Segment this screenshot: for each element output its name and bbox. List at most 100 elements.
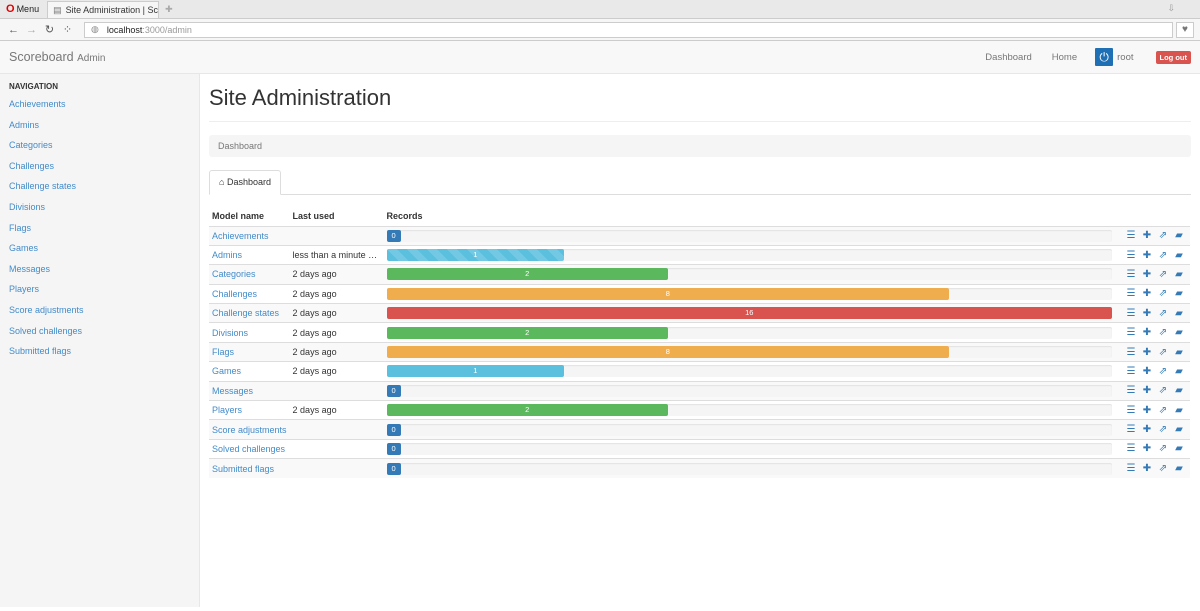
site-info-icon[interactable]: ◍: [91, 24, 99, 34]
sidebar-item-admins[interactable]: Admins: [9, 119, 40, 130]
back-icon[interactable]: ←: [8, 23, 19, 36]
export-icon[interactable]: ⇗: [1158, 365, 1168, 377]
book-icon[interactable]: ▰: [1175, 230, 1183, 242]
sidebar-item-divisions[interactable]: Divisions: [9, 201, 46, 212]
list-icon[interactable]: ☰: [1126, 327, 1136, 339]
plus-icon[interactable]: ✚: [1142, 463, 1152, 475]
export-icon[interactable]: ⇗: [1158, 230, 1168, 242]
book-icon[interactable]: ▰: [1175, 268, 1183, 280]
table-row: Categories 2 days ago 2 ☰ ✚ ⇗ ▰: [209, 264, 1190, 285]
nav-dashboard-link[interactable]: Dashboard: [985, 51, 1032, 63]
bookmark-heart-icon[interactable]: ♥: [1176, 21, 1194, 38]
list-icon[interactable]: ☰: [1126, 268, 1136, 280]
model-link[interactable]: Score adjustments: [212, 424, 287, 435]
sidebar-item-flags[interactable]: Flags: [9, 222, 32, 233]
book-icon[interactable]: ▰: [1175, 404, 1183, 416]
model-link[interactable]: Divisions: [212, 327, 249, 338]
list-icon[interactable]: ☰: [1126, 385, 1136, 397]
plus-icon[interactable]: ✚: [1142, 443, 1152, 455]
list-icon[interactable]: ☰: [1126, 249, 1136, 261]
book-icon[interactable]: ▰: [1175, 327, 1183, 339]
model-link[interactable]: Games: [212, 366, 242, 377]
list-icon[interactable]: ☰: [1126, 463, 1136, 475]
list-icon[interactable]: ☰: [1126, 230, 1136, 242]
plus-icon[interactable]: ✚: [1142, 268, 1152, 280]
list-icon[interactable]: ☰: [1126, 424, 1136, 436]
sidebar-item-games[interactable]: Games: [9, 243, 39, 254]
model-link[interactable]: Achievements: [212, 230, 269, 241]
book-icon[interactable]: ▰: [1175, 288, 1183, 300]
records-progress: 0: [386, 462, 1112, 475]
export-icon[interactable]: ⇗: [1158, 327, 1168, 339]
sidebar-item-challenge-states[interactable]: Challenge states: [9, 181, 77, 192]
logout-button[interactable]: Log out: [1155, 50, 1191, 64]
model-link[interactable]: Challenge states: [212, 308, 280, 319]
book-icon[interactable]: ▰: [1175, 443, 1183, 455]
sidebar-item-achievements[interactable]: Achievements: [9, 99, 66, 109]
export-icon[interactable]: ⇗: [1158, 249, 1168, 261]
plus-icon[interactable]: ✚: [1142, 327, 1152, 339]
export-icon[interactable]: ⇗: [1158, 346, 1168, 358]
export-icon[interactable]: ⇗: [1158, 307, 1168, 319]
browser-tab[interactable]: ▤Site Administration | Sc✕: [47, 1, 160, 18]
sidebar-item-score-adjustments[interactable]: Score adjustments: [9, 304, 84, 315]
model-link[interactable]: Categories: [212, 269, 256, 280]
sidebar-item-solved-challenges[interactable]: Solved challenges: [9, 325, 83, 336]
plus-icon[interactable]: ✚: [1142, 288, 1152, 300]
export-icon[interactable]: ⇗: [1158, 443, 1168, 455]
list-icon[interactable]: ☰: [1126, 443, 1136, 455]
plus-icon[interactable]: ✚: [1142, 424, 1152, 436]
plus-icon[interactable]: ✚: [1142, 249, 1152, 261]
records-progress: 1: [386, 249, 1112, 262]
close-tab-icon[interactable]: ✕: [158, 5, 159, 16]
new-tab-icon[interactable]: ✚: [165, 3, 173, 14]
model-link[interactable]: Solved challenges: [212, 443, 286, 454]
book-icon[interactable]: ▰: [1175, 346, 1183, 358]
plus-icon[interactable]: ✚: [1142, 365, 1152, 377]
plus-icon[interactable]: ✚: [1142, 385, 1152, 397]
list-icon[interactable]: ☰: [1126, 307, 1136, 319]
model-link[interactable]: Messages: [212, 385, 254, 396]
sidebar-item-categories[interactable]: Categories: [9, 140, 53, 151]
plus-icon[interactable]: ✚: [1142, 404, 1152, 416]
export-icon[interactable]: ⇗: [1158, 424, 1168, 436]
speed-dial-icon[interactable]: ⁘: [62, 24, 73, 36]
brand[interactable]: Scoreboard Admin: [9, 50, 106, 64]
export-icon[interactable]: ⇗: [1158, 463, 1168, 475]
forward-icon[interactable]: →: [26, 23, 37, 36]
browser-menu-button[interactable]: O Menu: [6, 2, 40, 15]
list-icon[interactable]: ☰: [1126, 346, 1136, 358]
records-progress: 0: [386, 442, 1112, 455]
list-icon[interactable]: ☰: [1126, 288, 1136, 300]
table-row: Submitted flags 0 ☰ ✚ ⇗ ▰: [209, 458, 1190, 479]
model-link[interactable]: Flags: [212, 347, 235, 358]
sidebar-item-messages[interactable]: Messages: [9, 263, 51, 274]
model-link[interactable]: Challenges: [212, 288, 258, 299]
export-icon[interactable]: ⇗: [1158, 385, 1168, 397]
export-icon[interactable]: ⇗: [1158, 404, 1168, 416]
export-icon[interactable]: ⇗: [1158, 288, 1168, 300]
list-icon[interactable]: ☰: [1126, 404, 1136, 416]
plus-icon[interactable]: ✚: [1142, 346, 1152, 358]
model-link[interactable]: Players: [212, 405, 243, 416]
book-icon[interactable]: ▰: [1175, 424, 1183, 436]
download-icon[interactable]: ⇩: [1167, 3, 1175, 13]
sidebar-item-challenges[interactable]: Challenges: [9, 160, 55, 171]
book-icon[interactable]: ▰: [1175, 365, 1183, 377]
book-icon[interactable]: ▰: [1175, 385, 1183, 397]
book-icon[interactable]: ▰: [1175, 249, 1183, 261]
export-icon[interactable]: ⇗: [1158, 268, 1168, 280]
sidebar-item-players[interactable]: Players: [9, 284, 40, 295]
book-icon[interactable]: ▰: [1175, 463, 1183, 475]
model-link[interactable]: Submitted flags: [212, 463, 275, 474]
model-link[interactable]: Admins: [212, 250, 243, 261]
sidebar-item-submitted-flags[interactable]: Submitted flags: [9, 346, 72, 357]
book-icon[interactable]: ▰: [1175, 307, 1183, 319]
reload-icon[interactable]: ↻: [44, 24, 55, 36]
url-input[interactable]: ◍ localhost:3000/admin: [84, 21, 1173, 38]
plus-icon[interactable]: ✚: [1142, 307, 1152, 319]
nav-home-link[interactable]: Home: [1051, 51, 1078, 63]
tab-dashboard[interactable]: ⌂ Dashboard: [209, 170, 281, 195]
list-icon[interactable]: ☰: [1126, 365, 1136, 377]
plus-icon[interactable]: ✚: [1142, 230, 1152, 242]
